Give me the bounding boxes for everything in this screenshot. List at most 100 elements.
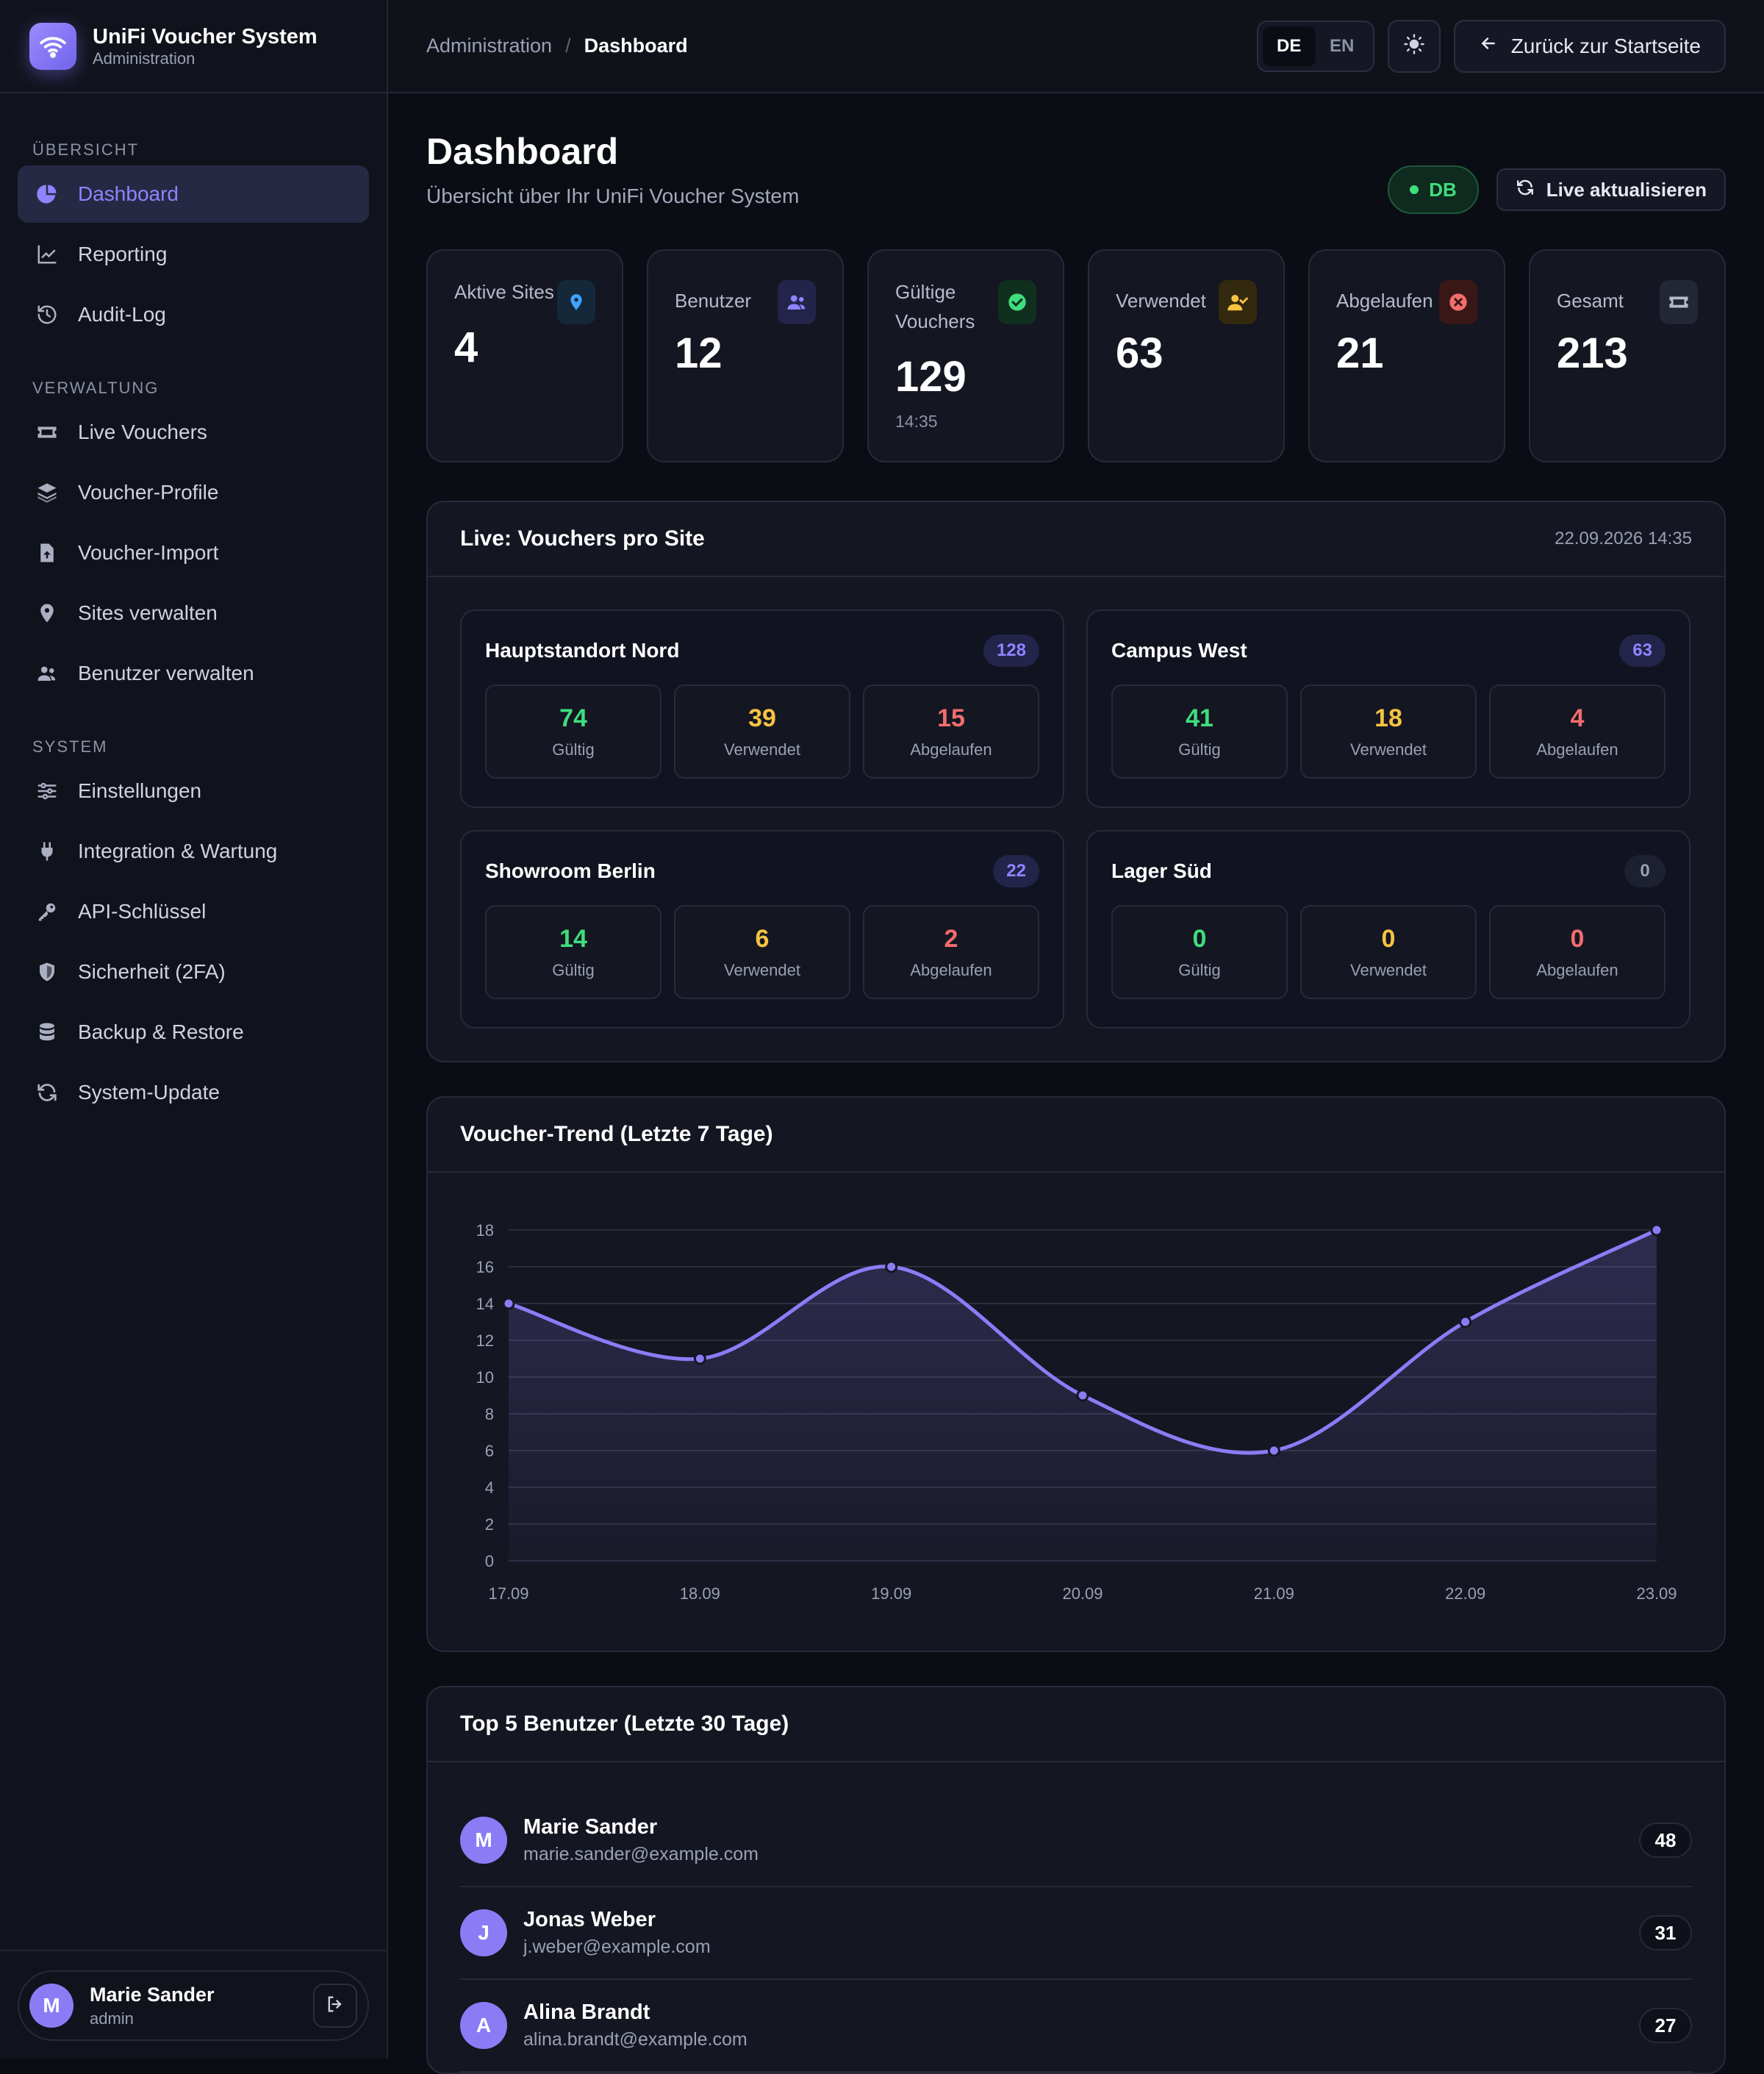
y-tick-label: 8	[485, 1405, 494, 1423]
metric-label: Verwendet	[724, 960, 800, 979]
lang-de-button[interactable]: DE	[1262, 26, 1316, 66]
lang-en-button[interactable]: EN	[1330, 35, 1355, 56]
sidebar-item-label: Voucher-Import	[78, 541, 219, 564]
metric-label: Gültig	[552, 740, 595, 759]
nav-section-system: SYSTEM	[32, 737, 108, 756]
stat-card-total[interactable]: Gesamt 213	[1529, 249, 1726, 462]
sidebar-item-integration[interactable]: Integration & Wartung	[18, 823, 369, 880]
site-card-campus-west[interactable]: Campus West 63 41 Gültig 18 Verwendet 4 Abg…	[1086, 609, 1690, 808]
y-tick-label: 4	[485, 1478, 494, 1497]
list-item[interactable]: M Marie Sander marie.sander@example.com …	[460, 1795, 1692, 1887]
site-card-hauptstandort-nord[interactable]: Hauptstandort Nord 128 74 Gültig 39 Verwen…	[460, 609, 1064, 808]
x-tick-label: 21.09	[1254, 1584, 1294, 1603]
metric-used: 6 Verwendet	[674, 905, 850, 999]
metric-value: 0	[1381, 924, 1396, 953]
data-point	[502, 1297, 515, 1310]
users-icon	[778, 280, 816, 324]
list-item[interactable]: A Alina Brandt alina.brandt@example.com …	[460, 1980, 1692, 2073]
live-refresh-button[interactable]: Live aktualisieren	[1496, 168, 1726, 211]
sidebar-item-security[interactable]: Sicherheit (2FA)	[18, 943, 369, 1001]
map-pin-icon	[34, 600, 60, 626]
sidebar-item-label: Live Vouchers	[78, 421, 207, 443]
data-point	[693, 1352, 706, 1365]
data-point	[1076, 1389, 1089, 1402]
metric-value: 74	[559, 704, 587, 732]
back-button-label: Zurück zur Startseite	[1510, 34, 1701, 57]
sites-panel: Live: Vouchers pro Site 22.09.2026 14:35…	[426, 501, 1726, 1062]
data-point	[1650, 1223, 1663, 1237]
sidebar-item-sites[interactable]: Sites verwalten	[18, 584, 369, 642]
stat-card-used[interactable]: Verwendet 63	[1088, 249, 1285, 462]
stat-label: Gültige Vouchers	[895, 281, 975, 332]
metric-label: Abgelaufen	[910, 740, 992, 759]
brand[interactable]: UniFi Voucher System Administration	[0, 0, 387, 93]
user-profile[interactable]: M Marie Sander admin	[18, 1970, 369, 2041]
divider	[0, 1950, 387, 1951]
site-card-lager-sued[interactable]: Lager Süd 0 0 Gültig 0 Verwendet 0 Abgelauf…	[1086, 830, 1690, 1029]
x-circle-icon	[1439, 280, 1477, 324]
metric-value: 18	[1374, 704, 1402, 732]
x-tick-label: 20.09	[1062, 1584, 1102, 1603]
stat-card-valid-vouchers[interactable]: Gültige Vouchers 129 14:35	[867, 249, 1064, 462]
ticket-icon	[34, 419, 60, 446]
theme-toggle-button[interactable]	[1387, 19, 1441, 73]
sidebar-item-reporting[interactable]: Reporting	[18, 226, 369, 283]
back-to-home-button[interactable]: Zurück zur Startseite	[1453, 19, 1726, 73]
database-icon	[34, 1019, 60, 1045]
site-total-badge: 128	[983, 634, 1039, 667]
stat-value: 129	[895, 353, 967, 401]
y-tick-label: 0	[485, 1552, 494, 1570]
app-subtitle: Administration	[93, 49, 196, 68]
sidebar-item-audit-log[interactable]: Audit-Log	[18, 286, 369, 343]
sidebar-item-dashboard[interactable]: Dashboard	[18, 165, 369, 223]
user-name: Alina Brandt	[523, 2000, 650, 2024]
metric-label: Gültig	[552, 960, 595, 979]
sidebar-item-label: Audit-Log	[78, 303, 166, 326]
metric-label: Gültig	[1178, 960, 1221, 979]
breadcrumb-item[interactable]: Administration	[426, 35, 553, 57]
logout-button[interactable]	[313, 1984, 357, 2028]
plug-icon	[34, 838, 60, 865]
page-title: Dashboard	[426, 131, 619, 172]
site-total-badge: 63	[1619, 634, 1666, 667]
ticket-icon	[1660, 280, 1698, 324]
metric-label: Abgelaufen	[910, 960, 992, 979]
metric-label: Gültig	[1178, 740, 1221, 759]
site-card-showroom-berlin[interactable]: Showroom Berlin 22 14 Gültig 6 Verwendet 2…	[460, 830, 1064, 1029]
breadcrumb-separator: /	[565, 35, 571, 57]
panel-title: Live: Vouchers pro Site	[460, 526, 705, 551]
y-tick-label: 2	[485, 1515, 494, 1534]
sidebar-item-users[interactable]: Benutzer verwalten	[18, 645, 369, 702]
user-name: Jonas Weber	[523, 1908, 656, 1931]
metric-expired: 2 Abgelaufen	[863, 905, 1039, 999]
arrow-left-icon	[1479, 34, 1498, 58]
stat-card-expired[interactable]: Abgelaufen 21	[1308, 249, 1505, 462]
list-item[interactable]: J Jonas Weber j.weber@example.com 31	[460, 1887, 1692, 1980]
metric-label: Abgelaufen	[1536, 740, 1618, 759]
site-total-badge: 22	[993, 855, 1039, 887]
pie-chart-icon	[34, 181, 60, 207]
stat-label: Abgelaufen	[1336, 290, 1433, 312]
stat-value: 63	[1116, 329, 1164, 377]
stat-card-active-sites[interactable]: Aktive Sites 4	[426, 249, 623, 462]
history-icon	[34, 301, 60, 328]
sidebar-item-settings[interactable]: Einstellungen	[18, 762, 369, 820]
panel-title: Voucher-Trend (Letzte 7 Tage)	[460, 1122, 773, 1146]
sidebar-item-system-update[interactable]: System-Update	[18, 1064, 369, 1121]
sidebar-item-live-vouchers[interactable]: Live Vouchers	[18, 404, 369, 461]
metric-value: 41	[1186, 704, 1213, 732]
sidebar: UniFi Voucher System Administration ÜBER…	[0, 0, 388, 2059]
sidebar-item-voucher-import[interactable]: Voucher-Import	[18, 524, 369, 582]
sidebar-item-voucher-profile[interactable]: Voucher-Profile	[18, 464, 369, 521]
metric-label: Verwendet	[1350, 740, 1427, 759]
sidebar-item-backup[interactable]: Backup & Restore	[18, 1004, 369, 1061]
sidebar-item-api-keys[interactable]: API-Schlüssel	[18, 883, 369, 940]
avatar: A	[460, 2002, 507, 2049]
metric-value: 0	[1192, 924, 1207, 953]
metric-value: 39	[748, 704, 776, 732]
metric-value: 0	[1570, 924, 1585, 953]
stat-label: Verwendet	[1116, 290, 1206, 312]
stat-label: Aktive Sites	[454, 281, 554, 303]
stat-card-users[interactable]: Benutzer 12	[647, 249, 844, 462]
metric-used: 39 Verwendet	[674, 684, 850, 779]
